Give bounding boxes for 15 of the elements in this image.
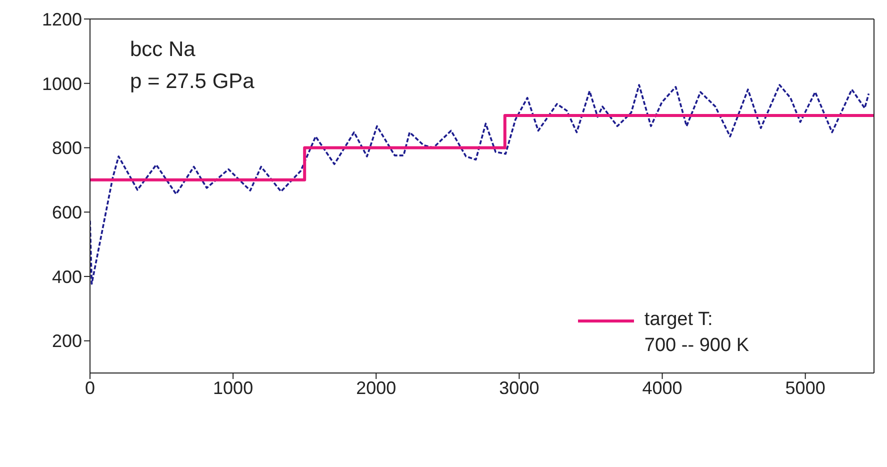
annotation: p = 27.5 GPa — [130, 69, 254, 95]
x-tick-label: 4000 — [642, 378, 682, 398]
y-tick-label: 1000 — [42, 74, 82, 94]
y-tick-label: 200 — [52, 331, 82, 352]
y-tick-label: 1200 — [42, 9, 82, 30]
x-tick-label: 0 — [84, 378, 96, 398]
annotation: bcc Na — [130, 37, 196, 63]
x-tick-label: 2000 — [356, 378, 396, 398]
x-tick-label: 1000 — [213, 378, 254, 398]
y-tick-label: 600 — [52, 202, 82, 222]
y-tick-label: 400 — [52, 266, 82, 287]
x-tick-label: 5000 — [785, 378, 826, 398]
y-tick-label: 800 — [52, 138, 82, 158]
legend-label: target T: 700 -- 900 K — [644, 308, 749, 358]
x-tick-label: 3000 — [499, 378, 540, 398]
